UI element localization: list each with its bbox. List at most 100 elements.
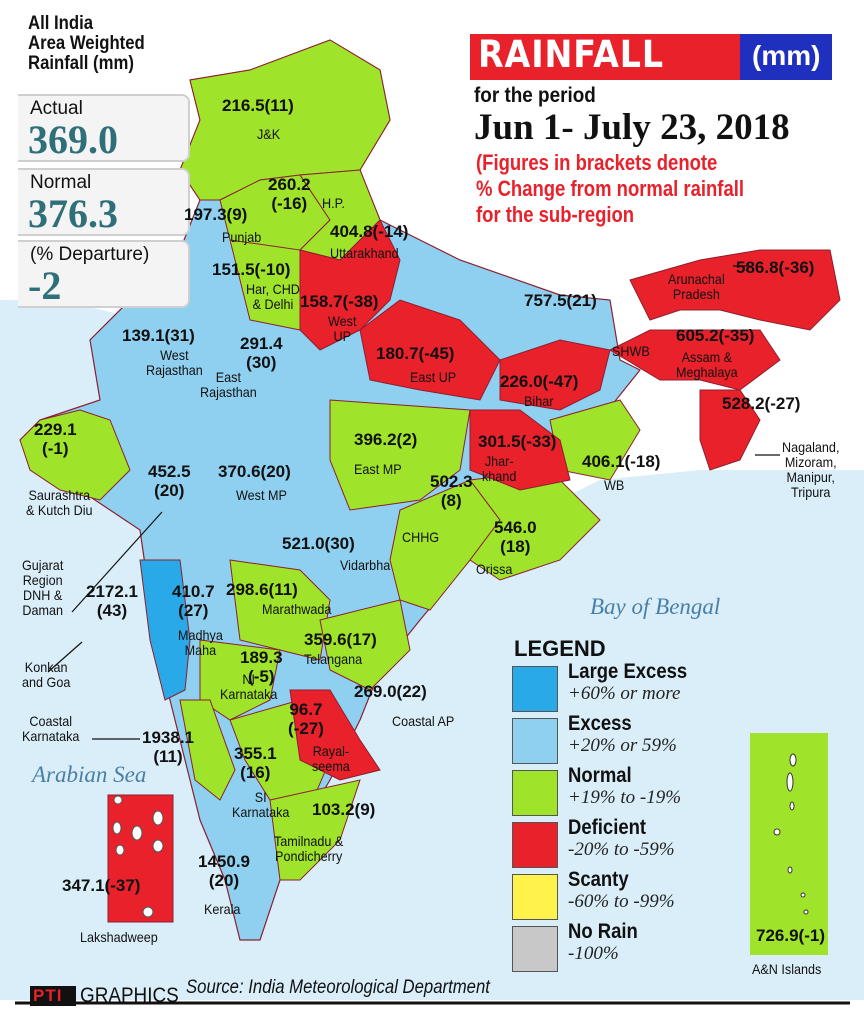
legend-label: Deficient bbox=[568, 816, 647, 839]
region-value: 521.0(30) bbox=[282, 534, 355, 553]
region-value: 226.0(-47) bbox=[500, 372, 579, 391]
region-name: Marathwada bbox=[262, 601, 332, 617]
region-value: 757.5(21) bbox=[524, 291, 597, 310]
region-name: Punjab bbox=[222, 229, 262, 245]
pti-logo-text: PTI bbox=[33, 986, 63, 1005]
legend-label: Large Excess bbox=[568, 660, 688, 683]
region-value: 229.1 (-1) bbox=[34, 420, 77, 458]
region-name: Kerala bbox=[204, 901, 241, 917]
region-value: 96.7 (-27) bbox=[288, 700, 324, 738]
region-name: Coastal Karnataka bbox=[22, 713, 80, 744]
region-name: Orissa bbox=[476, 561, 513, 577]
summary-title: All India Area Weighted Rainfall (mm) bbox=[28, 13, 145, 74]
normal-regions bbox=[19, 39, 641, 881]
legend-range: -100% bbox=[568, 943, 619, 964]
deficient-regions bbox=[107, 219, 841, 923]
period: Jun 1- July 23, 2018 bbox=[474, 107, 790, 148]
arabian-sea-label: Arabian Sea bbox=[32, 762, 147, 787]
region-value: 528.2(-27) bbox=[722, 394, 801, 413]
legend-swatch bbox=[512, 666, 558, 712]
region-name: Rayal- seema bbox=[312, 743, 350, 774]
legend-label: Normal bbox=[568, 764, 632, 787]
large-excess-region bbox=[139, 559, 191, 701]
region-value: 216.5(11) bbox=[222, 96, 294, 115]
region-value: 260.2 (-16) bbox=[268, 175, 311, 213]
region-value: 404.8(-14) bbox=[330, 222, 409, 241]
region-name: J&K bbox=[257, 126, 281, 142]
region-name: Uttarakhand bbox=[330, 245, 399, 261]
region-value: 1450.9 (20) bbox=[198, 852, 250, 890]
bay-of-bengal-label: Bay of Bengal bbox=[590, 594, 721, 619]
region-name: Coastal AP bbox=[392, 713, 455, 729]
region-name: Bihar bbox=[524, 393, 554, 409]
region-value: 197.3(9) bbox=[184, 205, 248, 224]
region-name: Telangana bbox=[304, 651, 363, 667]
region-name: Madhya Maha bbox=[178, 627, 223, 658]
legend-label: Scanty bbox=[568, 868, 629, 891]
region-value: 298.6(11) bbox=[226, 580, 298, 599]
actual-box: Actual 369.0 bbox=[18, 94, 190, 162]
region-value: 359.6(17) bbox=[304, 630, 377, 649]
region-value: 546.0 (18) bbox=[494, 518, 537, 556]
region-name: H.P. bbox=[322, 195, 345, 211]
source-label: Source: India Meteorological Department bbox=[186, 977, 490, 998]
region-value: 605.2(-35) bbox=[676, 326, 755, 345]
region-value: 269.0(22) bbox=[354, 682, 427, 701]
region-name: Har, CHD & Delhi bbox=[246, 281, 300, 312]
region-value: 189.3 (-5) bbox=[240, 648, 283, 686]
region-name: West MP bbox=[236, 487, 287, 503]
departure-box: (% Departure) -2 bbox=[18, 240, 190, 308]
an-islands-box bbox=[750, 733, 828, 955]
legend-range: -60% to -99% bbox=[568, 891, 675, 912]
title-word: RAINFALL bbox=[478, 33, 665, 76]
lakshadweep-islands bbox=[112, 795, 164, 918]
normal-box: Normal 376.3 bbox=[18, 168, 190, 236]
legend-label: Excess bbox=[568, 712, 632, 735]
legend-swatch bbox=[512, 926, 558, 972]
region-value: 355.1 (16) bbox=[234, 744, 277, 782]
note: (Figures in brackets denote % Change fro… bbox=[476, 150, 745, 227]
departure-label: (% Departure) bbox=[30, 244, 150, 265]
legend-title: LEGEND bbox=[514, 636, 606, 661]
title-unit: (mm) bbox=[752, 40, 821, 71]
region-value: 1938.1 (11) bbox=[142, 728, 194, 766]
normal-label: Normal bbox=[30, 172, 92, 193]
region-value: 726.9(-1) bbox=[756, 926, 825, 945]
legend-label: No Rain bbox=[568, 920, 638, 943]
graphics-label: GRAPHICS bbox=[80, 984, 179, 1007]
legend-range: +20% or 59% bbox=[568, 735, 677, 756]
region-name: West Rajasthan bbox=[146, 347, 203, 378]
region-value: 406.1(-18) bbox=[582, 452, 661, 471]
region-value: 452.5 (20) bbox=[148, 462, 191, 500]
region-value: 502.3 (8) bbox=[430, 472, 473, 510]
region-name: East MP bbox=[354, 461, 402, 477]
leader-lines bbox=[47, 265, 780, 740]
region-value: 586.8(-36) bbox=[736, 258, 815, 277]
region-name: Assam & Meghalaya bbox=[676, 349, 738, 380]
region-name: Arunachal Pradesh bbox=[668, 271, 725, 302]
region-name: Lakshadweep bbox=[80, 929, 158, 945]
region-value: 158.7(-38) bbox=[300, 292, 379, 311]
region-name: A&N Islands bbox=[752, 961, 822, 977]
region-value: 410.7 (27) bbox=[172, 582, 215, 620]
region-value: 2172.1 (43) bbox=[86, 582, 138, 620]
legend-swatch bbox=[512, 718, 558, 764]
title-bar-blue bbox=[740, 34, 832, 80]
actual-value: 369.0 bbox=[28, 117, 118, 162]
an-islands-shapes bbox=[773, 753, 809, 915]
region-name: Vidarbha bbox=[340, 557, 391, 573]
region-value: 347.1(-37) bbox=[62, 876, 141, 895]
legend-swatch bbox=[512, 770, 558, 816]
departure-value: -2 bbox=[28, 263, 62, 308]
region-name: Nagaland, Mizoram, Manipur, Tripura bbox=[782, 439, 840, 500]
region-name: Tamilnadu & Pondicherry bbox=[274, 833, 344, 864]
pti-logo bbox=[30, 986, 76, 1006]
region-value: 291.4 (30) bbox=[240, 334, 283, 372]
legend-swatch bbox=[512, 874, 558, 920]
legend-swatch bbox=[512, 822, 558, 868]
region-name: Jhar- khand bbox=[482, 453, 517, 484]
region-name: West UP bbox=[328, 313, 357, 344]
region-name: Gujarat Region DNH & Daman bbox=[22, 557, 64, 618]
legend-range: +19% to -19% bbox=[568, 787, 682, 808]
legend-range: -20% to -59% bbox=[568, 839, 675, 860]
